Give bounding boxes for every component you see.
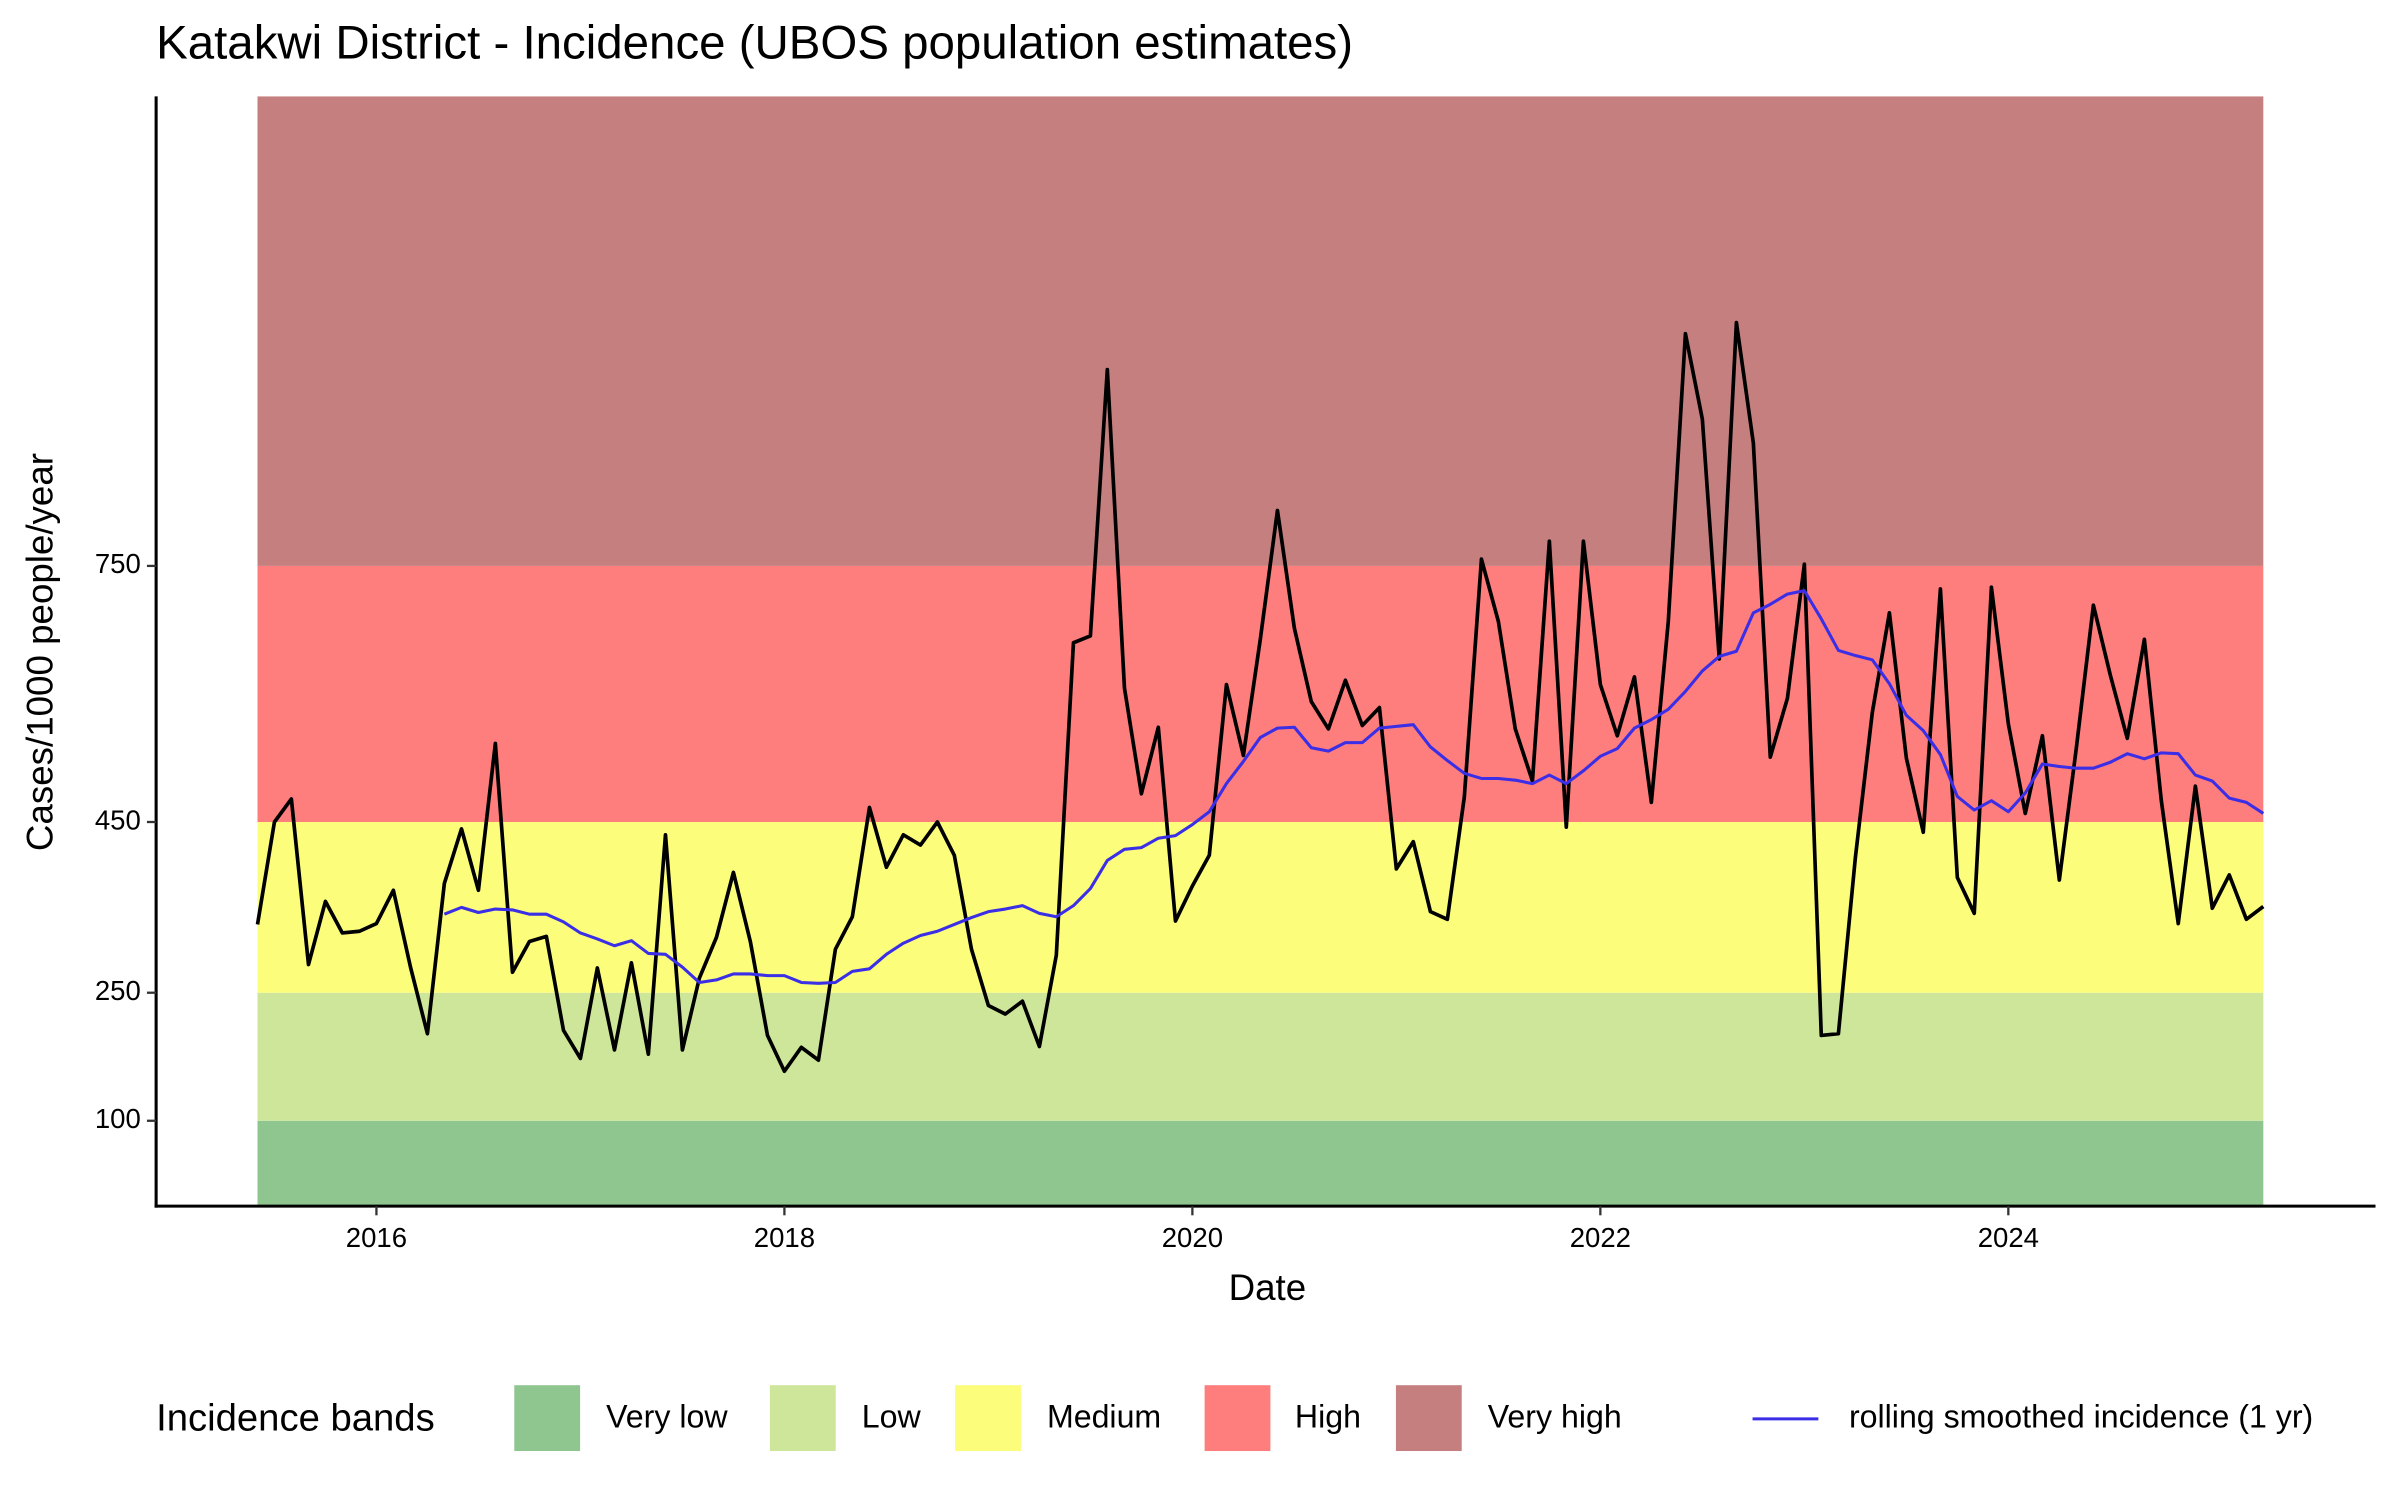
incidence-band — [257, 1120, 2264, 1207]
legend-label: Medium — [1047, 1398, 1161, 1434]
legend-label: Very high — [1488, 1398, 1622, 1434]
series-line — [443, 589, 2265, 985]
y-tick-label: 100 — [95, 1103, 141, 1134]
legend-key — [769, 1385, 836, 1452]
legend-label: Very low — [606, 1398, 728, 1434]
legend-title: Incidence bands — [156, 1397, 435, 1440]
legend-label: rolling smoothed incidence (1 yr) — [1849, 1398, 2313, 1434]
legend-key — [514, 1385, 581, 1452]
x-tick-label: 2022 — [1570, 1222, 1631, 1253]
legend-key — [955, 1385, 1021, 1452]
x-tick-label: 2024 — [1978, 1222, 2039, 1253]
legend-key — [1204, 1385, 1271, 1452]
x-tick-label: 2016 — [346, 1222, 407, 1253]
series-line — [255, 320, 2265, 1074]
legend-label: High — [1295, 1398, 1361, 1434]
y-tick-label: 450 — [95, 804, 141, 835]
y-axis-title: Cases/1000 people/year — [20, 453, 61, 851]
incidence-band — [257, 992, 2264, 1121]
legend-key — [1395, 1385, 1462, 1452]
incidence-band — [257, 96, 2264, 566]
incidence-band — [257, 821, 2264, 993]
chart-title: Katakwi District - Incidence (UBOS popul… — [156, 16, 1353, 69]
incidence-band — [257, 565, 2264, 822]
x-tick-label: 2018 — [754, 1222, 815, 1253]
y-tick-label: 250 — [95, 975, 141, 1006]
legend-label: Low — [862, 1398, 922, 1434]
x-axis-title: Date — [1229, 1267, 1307, 1308]
x-tick-label: 2020 — [1162, 1222, 1223, 1253]
y-tick-label: 750 — [95, 548, 141, 579]
